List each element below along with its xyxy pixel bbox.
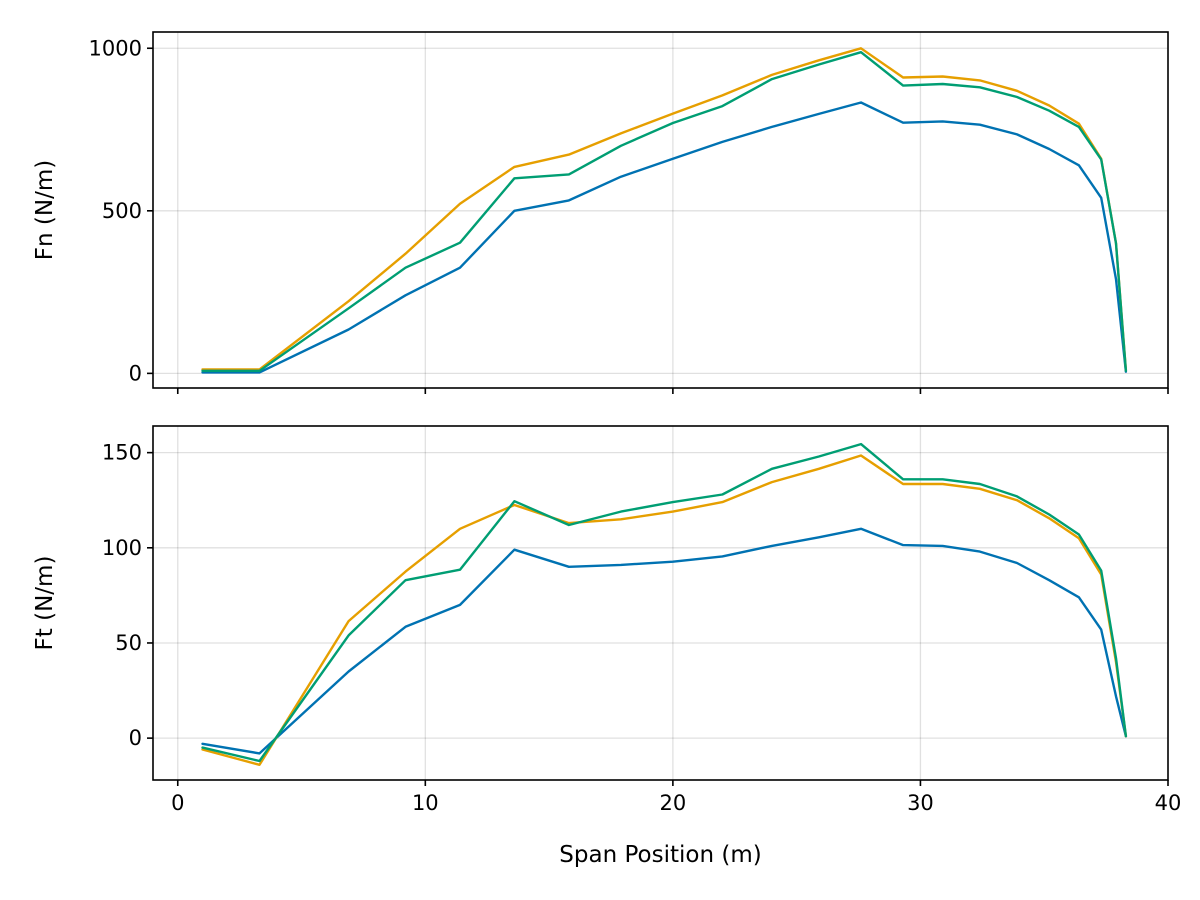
y-tick-label: 0 bbox=[129, 726, 142, 750]
y-axis-label: Ft (N/m) bbox=[32, 556, 58, 651]
y-tick-label: 50 bbox=[115, 631, 142, 655]
x-tick-label: 0 bbox=[171, 791, 184, 815]
y-tick-label: 1000 bbox=[89, 36, 142, 60]
y-tick-label: 500 bbox=[102, 199, 142, 223]
top-panel-fn: 0 500 1000 Fn (N/m) bbox=[32, 31, 1169, 394]
series-line-1 bbox=[201, 47, 1128, 372]
plot-frame bbox=[152, 425, 1169, 781]
x-tick-label: 20 bbox=[660, 791, 687, 815]
series-line-0 bbox=[201, 527, 1128, 755]
y-tick-label: 100 bbox=[102, 536, 142, 560]
bottom-panel-ft: 0 10 20 30 40 0 50 100 150 Ft (N/m) Span Position … bbox=[32, 425, 1182, 868]
x-tick-label: 10 bbox=[412, 791, 439, 815]
y-axis-label: Fn (N/m) bbox=[32, 160, 58, 260]
series-line-2 bbox=[201, 51, 1128, 372]
series-line-2 bbox=[201, 442, 1128, 763]
x-axis-label: Span Position (m) bbox=[559, 842, 761, 868]
x-tick-label: 40 bbox=[1155, 791, 1182, 815]
series-line-0 bbox=[201, 101, 1128, 374]
y-tick-label: 150 bbox=[102, 441, 142, 465]
series-line-1 bbox=[201, 454, 1128, 766]
plot-frame bbox=[152, 31, 1169, 389]
y-tick-label: 0 bbox=[129, 361, 142, 385]
x-tick-label: 30 bbox=[907, 791, 934, 815]
